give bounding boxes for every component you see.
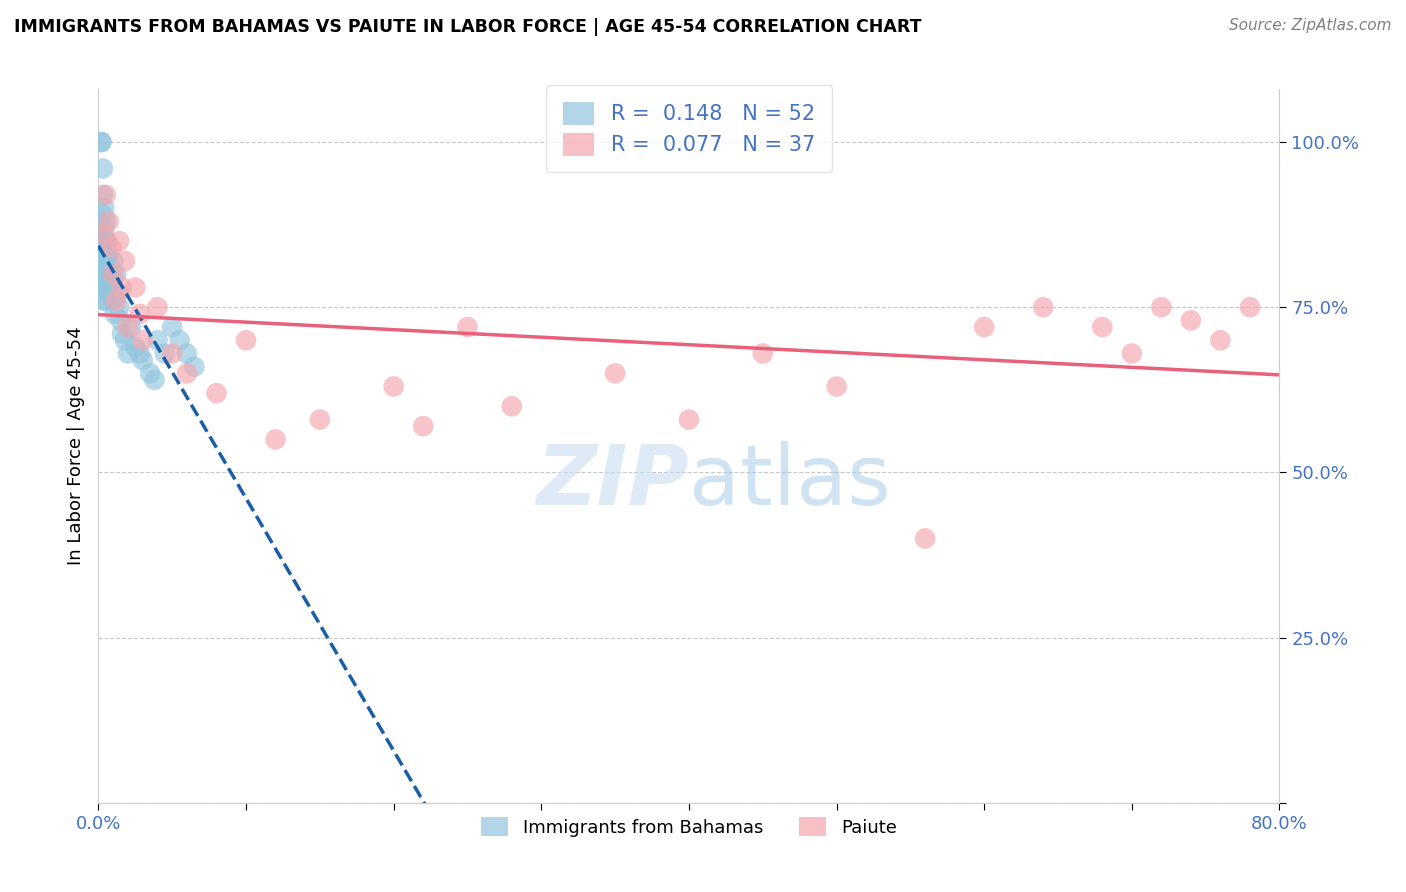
Point — [752, 346, 775, 360]
Point — [91, 208, 114, 222]
Point — [117, 346, 139, 360]
Point — [825, 379, 848, 393]
Point — [412, 419, 434, 434]
Point — [1150, 300, 1173, 314]
Point — [93, 247, 115, 261]
Point — [104, 307, 127, 321]
Point — [98, 267, 121, 281]
Text: atlas: atlas — [689, 442, 890, 522]
Point — [107, 287, 129, 301]
Point — [108, 300, 131, 314]
Legend: Immigrants from Bahamas, Paiute: Immigrants from Bahamas, Paiute — [474, 810, 904, 844]
Text: ZIP: ZIP — [536, 442, 689, 522]
Point — [120, 320, 142, 334]
Point — [91, 161, 114, 176]
Point — [128, 346, 150, 360]
Point — [93, 201, 115, 215]
Point — [114, 333, 136, 347]
Point — [162, 346, 183, 360]
Point — [169, 333, 191, 347]
Point — [94, 293, 117, 308]
Point — [183, 359, 205, 374]
Text: IMMIGRANTS FROM BAHAMAS VS PAIUTE IN LABOR FORCE | AGE 45-54 CORRELATION CHART: IMMIGRANTS FROM BAHAMAS VS PAIUTE IN LAB… — [14, 18, 921, 36]
Point — [1032, 300, 1054, 314]
Point — [132, 333, 155, 347]
Point — [93, 280, 115, 294]
Point — [132, 353, 155, 368]
Point — [264, 433, 287, 447]
Point — [1209, 333, 1232, 347]
Point — [111, 326, 134, 341]
Point — [94, 247, 117, 261]
Y-axis label: In Labor Force | Age 45-54: In Labor Force | Age 45-54 — [66, 326, 84, 566]
Point — [94, 188, 117, 202]
Point — [105, 267, 128, 281]
Point — [124, 340, 146, 354]
Point — [103, 267, 125, 281]
Point — [111, 280, 134, 294]
Point — [176, 346, 198, 360]
Point — [110, 313, 132, 327]
Point — [91, 241, 114, 255]
Point — [176, 367, 198, 381]
Point — [96, 234, 118, 248]
Point — [97, 214, 120, 228]
Point — [103, 293, 125, 308]
Point — [94, 280, 117, 294]
Point — [128, 307, 150, 321]
Point — [91, 227, 114, 242]
Point — [94, 267, 117, 281]
Point — [501, 400, 523, 414]
Point — [309, 412, 332, 426]
Point — [93, 234, 115, 248]
Point — [973, 320, 995, 334]
Point — [97, 267, 120, 281]
Point — [914, 532, 936, 546]
Point — [93, 260, 115, 275]
Point — [93, 221, 115, 235]
Point — [91, 254, 114, 268]
Point — [143, 373, 166, 387]
Point — [94, 214, 117, 228]
Point — [146, 300, 169, 314]
Point — [1239, 300, 1261, 314]
Point — [205, 386, 228, 401]
Point — [93, 293, 115, 308]
Point — [100, 280, 122, 294]
Point — [96, 254, 118, 268]
Point — [91, 188, 114, 202]
Point — [457, 320, 479, 334]
Point — [124, 280, 146, 294]
Point — [91, 227, 114, 242]
Point — [96, 267, 118, 281]
Point — [1091, 320, 1114, 334]
Point — [114, 254, 136, 268]
Point — [97, 287, 120, 301]
Point — [97, 247, 120, 261]
Text: Source: ZipAtlas.com: Source: ZipAtlas.com — [1229, 18, 1392, 33]
Point — [678, 412, 700, 426]
Point — [382, 379, 405, 393]
Point — [146, 333, 169, 347]
Point — [108, 234, 131, 248]
Point — [103, 254, 125, 268]
Point — [94, 234, 117, 248]
Point — [235, 333, 257, 347]
Point — [605, 367, 627, 381]
Point — [1180, 313, 1202, 327]
Point — [96, 280, 118, 294]
Point — [90, 135, 112, 149]
Point — [1121, 346, 1143, 360]
Point — [139, 367, 162, 381]
Point — [153, 346, 176, 360]
Point — [105, 293, 128, 308]
Point — [162, 320, 183, 334]
Point — [90, 135, 112, 149]
Point — [117, 320, 139, 334]
Point — [100, 241, 122, 255]
